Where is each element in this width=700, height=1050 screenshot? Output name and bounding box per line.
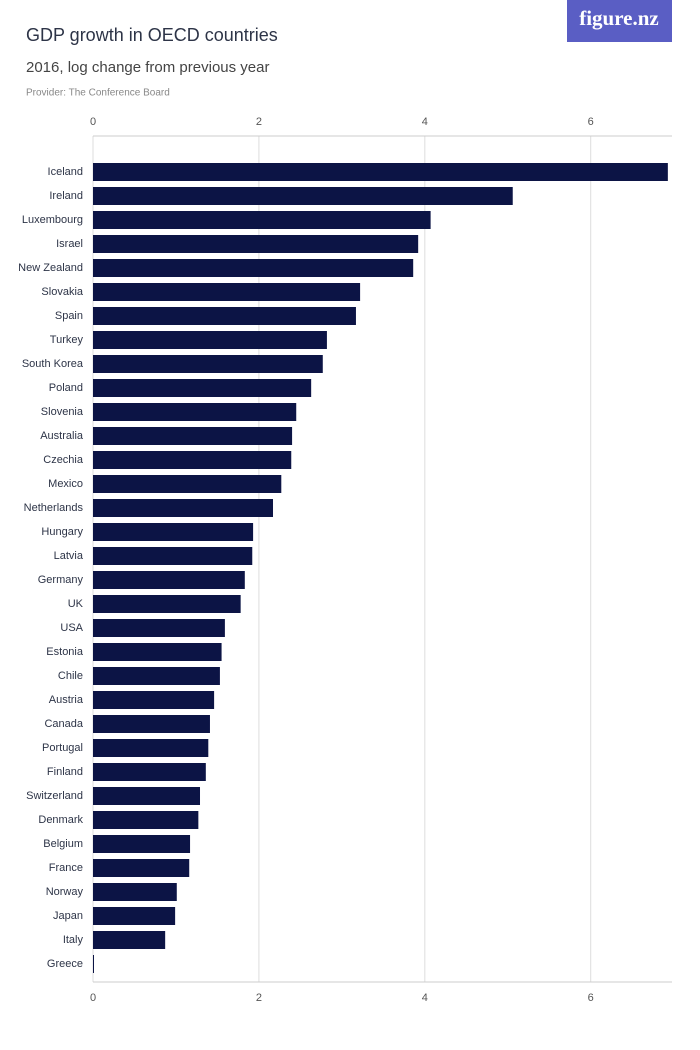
y-tick-label: Ireland bbox=[49, 190, 83, 202]
y-tick-label: South Korea bbox=[22, 358, 84, 370]
bar bbox=[93, 883, 177, 901]
bar bbox=[93, 163, 668, 181]
bar bbox=[93, 571, 245, 589]
x-tick-label: 0 bbox=[90, 992, 96, 1004]
bar bbox=[93, 547, 253, 565]
y-tick-label: Australia bbox=[40, 430, 84, 442]
bar bbox=[93, 619, 225, 637]
bar bbox=[93, 691, 215, 709]
bar bbox=[93, 235, 419, 253]
bar bbox=[93, 595, 241, 613]
bar bbox=[93, 667, 220, 685]
bar bbox=[93, 859, 190, 877]
bar bbox=[93, 523, 254, 541]
bar bbox=[93, 451, 292, 469]
bar bbox=[93, 379, 312, 397]
bar bbox=[93, 331, 327, 349]
logo: figure.nz bbox=[579, 6, 659, 30]
y-tick-label: Slovakia bbox=[41, 286, 83, 298]
y-tick-label: Norway bbox=[46, 886, 84, 898]
y-tick-label: Turkey bbox=[50, 334, 84, 346]
bar bbox=[93, 931, 166, 949]
y-tick-label: Czechia bbox=[43, 454, 84, 466]
bar bbox=[93, 763, 206, 781]
logo-box bbox=[567, 0, 672, 42]
y-tick-label: Luxembourg bbox=[22, 214, 83, 226]
y-tick-label: Iceland bbox=[48, 166, 83, 178]
bar bbox=[93, 907, 176, 925]
y-tick-label: Belgium bbox=[43, 838, 83, 850]
bar bbox=[93, 211, 431, 229]
bar bbox=[93, 739, 209, 757]
y-tick-label: Canada bbox=[44, 718, 83, 730]
y-tick-label: Latvia bbox=[54, 550, 84, 562]
y-tick-label: Austria bbox=[49, 694, 84, 706]
y-tick-label: Denmark bbox=[38, 814, 83, 826]
chart-title: GDP growth in OECD countries bbox=[26, 25, 278, 45]
x-tick-label: 4 bbox=[422, 116, 428, 128]
x-tick-label: 2 bbox=[256, 992, 262, 1004]
bar bbox=[93, 355, 323, 373]
y-tick-label: Slovenia bbox=[41, 406, 84, 418]
y-tick-label: New Zealand bbox=[18, 262, 83, 274]
bar bbox=[93, 475, 282, 493]
x-tick-label: 6 bbox=[588, 992, 594, 1004]
y-tick-label: Finland bbox=[47, 766, 83, 778]
bar bbox=[93, 307, 356, 325]
y-tick-label: Japan bbox=[53, 910, 83, 922]
y-tick-label: Spain bbox=[55, 310, 83, 322]
y-tick-label: UK bbox=[68, 598, 84, 610]
y-tick-label: Germany bbox=[38, 574, 84, 586]
bar bbox=[93, 499, 274, 517]
chart-subtitle: 2016, log change from previous year bbox=[26, 59, 269, 76]
bar bbox=[93, 187, 513, 205]
bar bbox=[93, 715, 210, 733]
bar bbox=[93, 835, 191, 853]
bar bbox=[93, 403, 297, 421]
bar bbox=[93, 283, 361, 301]
y-tick-label: Netherlands bbox=[24, 502, 84, 514]
bar bbox=[93, 955, 94, 973]
y-tick-label: France bbox=[49, 862, 83, 874]
y-tick-label: Israel bbox=[56, 238, 83, 250]
y-tick-label: Estonia bbox=[46, 646, 84, 658]
y-tick-label: Italy bbox=[63, 934, 84, 946]
bar bbox=[93, 427, 293, 445]
y-tick-label: Portugal bbox=[42, 742, 83, 754]
y-tick-label: Greece bbox=[47, 958, 83, 970]
x-tick-label: 0 bbox=[90, 116, 96, 128]
y-tick-label: Chile bbox=[58, 670, 83, 682]
bar bbox=[93, 787, 201, 805]
y-tick-label: Hungary bbox=[41, 526, 83, 538]
y-tick-label: Mexico bbox=[48, 478, 83, 490]
y-tick-label: Switzerland bbox=[26, 790, 83, 802]
x-tick-label: 4 bbox=[422, 992, 428, 1004]
source: Provider: The Conference Board bbox=[26, 88, 170, 99]
bar bbox=[93, 643, 222, 661]
x-tick-label: 6 bbox=[588, 116, 594, 128]
bar bbox=[93, 811, 199, 829]
y-tick-label: Poland bbox=[49, 382, 83, 394]
x-tick-label: 2 bbox=[256, 116, 262, 128]
bar bbox=[93, 259, 414, 277]
y-tick-label: USA bbox=[60, 622, 83, 634]
